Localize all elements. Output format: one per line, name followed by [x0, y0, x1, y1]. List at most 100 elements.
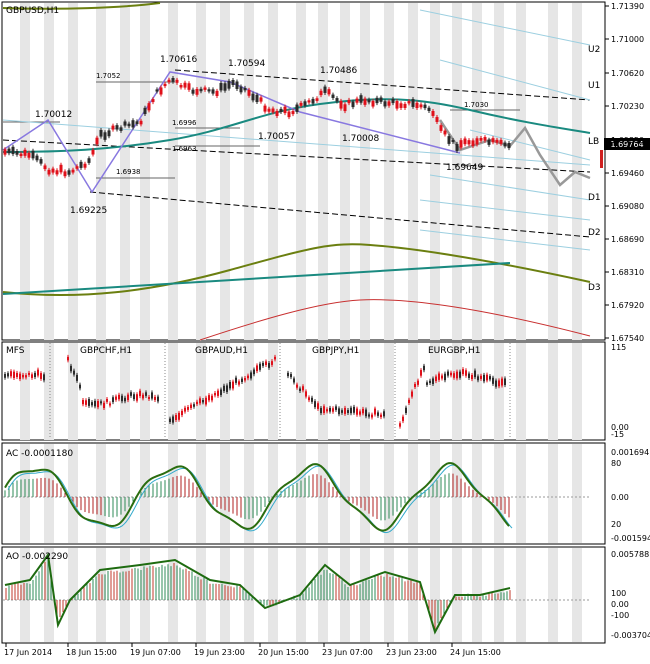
mfs-candle-body	[311, 397, 313, 402]
mfs-candle-body	[238, 381, 240, 385]
candle-body	[259, 97, 263, 102]
forecast-line	[438, 119, 591, 187]
mfs-candle-body	[380, 414, 382, 418]
channel-label-d2: D2	[588, 228, 601, 238]
channel-line-lb	[2, 139, 591, 173]
candle-body	[187, 83, 191, 90]
moving-average-teal	[2, 98, 591, 153]
candle-body	[343, 104, 347, 112]
pivot-label: 1.69649	[446, 163, 483, 173]
candle-body	[107, 130, 111, 137]
session-band	[360, 343, 370, 440]
mfs-candle-body	[175, 415, 177, 420]
mfs-candle-body	[16, 372, 18, 378]
mfs-candle-body	[441, 375, 443, 379]
mfs-candle-body	[365, 409, 367, 417]
candle-body	[43, 165, 47, 170]
mfs-candle-body	[405, 407, 407, 414]
moving-average-red	[199, 299, 591, 341]
session-band	[472, 343, 482, 440]
ac-main-line	[4, 462, 510, 532]
mfs-candle-body	[205, 397, 207, 405]
time-axis-label: 19 Jun 23:00	[194, 648, 245, 657]
mfs-candle-body	[341, 410, 343, 413]
candle-body	[375, 97, 379, 104]
candle-body	[367, 99, 371, 103]
mfs-candle-body	[130, 392, 132, 396]
candle-body	[483, 137, 487, 141]
mfs-candle-body	[259, 363, 261, 370]
mfs-candle-body	[157, 396, 159, 402]
candle-body	[19, 153, 23, 157]
session-band	[360, 444, 370, 543]
mfs-candle-body	[465, 370, 467, 376]
session-band	[430, 3, 440, 340]
candle-body	[67, 170, 71, 175]
mfs-candle-body	[489, 376, 491, 380]
candle-body	[411, 99, 415, 107]
mfs-candle-body	[103, 402, 105, 409]
mfs-axis-label: 115	[611, 343, 626, 352]
candle-body	[423, 104, 427, 109]
candle-body	[487, 139, 491, 145]
mfs-candle-body	[145, 392, 147, 396]
candle-body	[459, 140, 463, 148]
ac-axis-label: 20	[611, 520, 621, 529]
ao-axis-label: -0.003704	[611, 631, 650, 640]
candle-body	[247, 89, 251, 96]
session-band	[96, 343, 106, 440]
time-axis-label: 17 Jun 2014	[4, 648, 52, 657]
candle-body	[151, 99, 155, 103]
session-band	[516, 343, 526, 440]
mfs-candle-body	[202, 399, 204, 403]
mfs-candle-body	[377, 412, 379, 416]
session-band	[20, 343, 30, 440]
candle-body	[255, 94, 259, 103]
mfs-candle-body	[148, 397, 150, 400]
candle-body	[507, 143, 511, 149]
session-band	[220, 3, 230, 340]
session-band	[268, 3, 278, 340]
mfs-candle-body	[368, 414, 370, 417]
price-axis-label: 1.71000	[611, 35, 644, 44]
candle-body	[331, 94, 335, 98]
candle-body	[179, 84, 183, 88]
mfs-candle-body	[109, 403, 111, 406]
channel-line-u1	[174, 69, 591, 101]
mfs-candle-body	[181, 410, 183, 416]
session-band	[430, 444, 440, 543]
mfs-candle-body	[308, 397, 310, 401]
candle-body	[87, 158, 91, 163]
candle-body	[467, 140, 471, 145]
session-band	[408, 444, 418, 543]
mfs-candle-body	[299, 388, 301, 391]
candle-body	[15, 151, 19, 155]
mfs-candle-body	[371, 414, 373, 418]
session-band	[96, 444, 106, 543]
mfs-candle-body	[112, 397, 114, 403]
mfs-candle-body	[314, 401, 316, 408]
regression-line	[429, 174, 591, 201]
regression-line	[2, 119, 591, 166]
session-band	[196, 3, 206, 340]
candle-body	[35, 155, 39, 161]
mfs-candle-body	[142, 394, 144, 399]
mfs-candle-body	[22, 374, 24, 378]
session-band	[68, 343, 78, 440]
candle-body	[227, 80, 231, 89]
mfs-candle-body	[504, 378, 506, 386]
mfs-candle-body	[353, 406, 355, 413]
candle-body	[399, 103, 403, 108]
session-band	[244, 343, 254, 440]
candle-body	[63, 171, 67, 177]
candle-body	[339, 100, 343, 109]
mfs-candle-body	[139, 390, 141, 397]
candle-body	[315, 98, 319, 101]
candle-body	[275, 110, 279, 117]
candle-body	[51, 168, 55, 173]
candle-body	[215, 90, 219, 97]
mfs-candle-body	[374, 408, 376, 415]
ao-axis-label: 0.005788	[611, 550, 649, 559]
candle-body	[307, 100, 311, 103]
